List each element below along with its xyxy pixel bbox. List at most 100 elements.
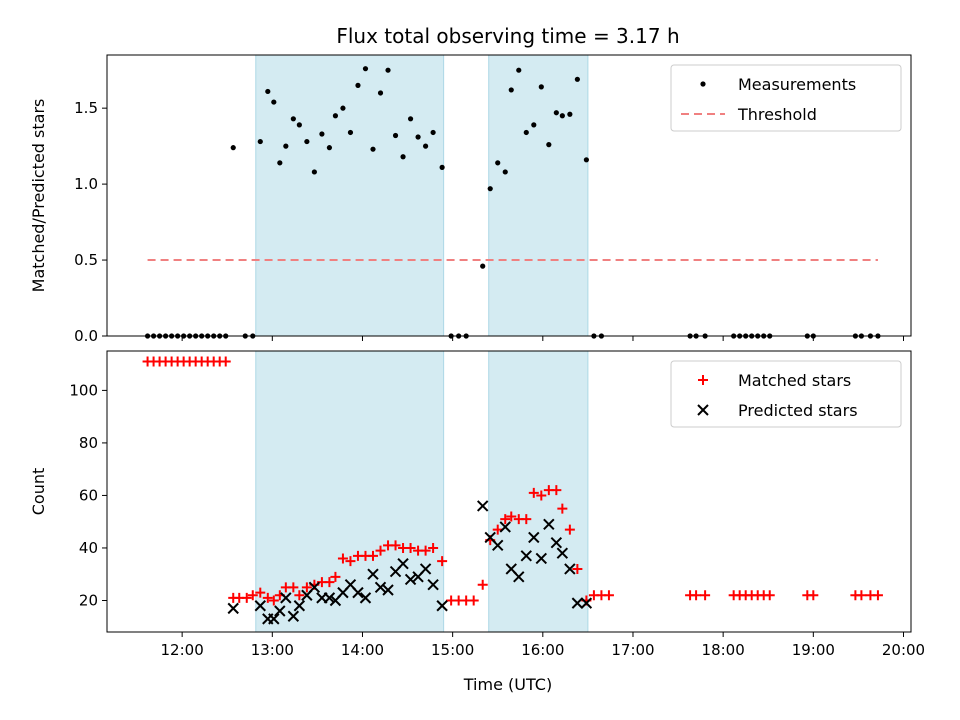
predicted-star-point: [556, 547, 569, 559]
bottom-x-tick-label: 16:00: [521, 641, 564, 659]
predicted-star-point: [308, 581, 321, 594]
measurement-point: [347, 129, 354, 136]
measurement-point: [332, 113, 339, 119]
predicted-star-point: [550, 537, 563, 549]
measurement-point: [385, 67, 391, 73]
legend-label: Measurements: [738, 75, 856, 94]
bottom-y-tick-label: 20: [79, 591, 98, 609]
matched-star-point: [405, 542, 416, 553]
bottom-axes-frame: [106, 350, 912, 633]
top-y-tick-label: 1.5: [74, 99, 98, 117]
matched-star-point: [390, 540, 401, 551]
matched-star-point: [506, 511, 517, 522]
predicted-star-point: [535, 552, 548, 565]
measurement-point: [439, 164, 445, 170]
bottom-shaded-bands: [255, 351, 589, 632]
matched-star-point: [375, 545, 386, 556]
measurement-point: [392, 132, 399, 139]
measurement-point: [531, 122, 537, 128]
matched-star-point: [255, 587, 266, 598]
matched-star-point: [528, 487, 539, 498]
predicted-star-point: [499, 521, 511, 533]
top-shaded-bands: [255, 55, 589, 336]
matched-star-point: [603, 590, 614, 601]
matched-star-point: [420, 545, 431, 556]
bottom-ticks: 12:00 13:00 14:00 15:00 16:00 17:00 18:00 19:00…: [69, 381, 925, 659]
predicted-star-point: [374, 581, 387, 594]
bottom-x-tick-label: 12:00: [161, 641, 204, 659]
bottom-x-tick-label: 19:00: [792, 641, 835, 659]
matched-star-point: [536, 490, 547, 501]
top-y-tick-label: 1.0: [74, 175, 98, 193]
predicted-star-point: [513, 571, 525, 583]
measurement-point: [516, 67, 522, 73]
measurement-point: [377, 90, 384, 96]
matched-star-point: [856, 590, 867, 601]
predicted-star-point: [528, 531, 540, 544]
matched-star-point: [268, 595, 279, 606]
matched-star-point: [337, 553, 348, 564]
measurement-point: [407, 116, 414, 122]
matched-star-point: [220, 356, 231, 367]
matched-star-point: [572, 563, 583, 574]
top-axes-frame: [106, 54, 912, 337]
measurement-point: [508, 87, 514, 93]
predicted-star-point: [287, 610, 300, 622]
measurement-point: [283, 143, 289, 149]
matched-star-point: [808, 590, 819, 601]
predicted-star-point: [436, 600, 448, 612]
top-legend: Measurements Threshold: [670, 64, 902, 132]
bottom-legend-box: [670, 360, 902, 428]
top-legend-box: [670, 64, 902, 132]
matched-star-point: [294, 590, 305, 601]
top-y-tick-label: 0.5: [74, 251, 98, 269]
measurement-point: [370, 146, 376, 152]
matched-star-point: [500, 514, 511, 525]
matched-star-point: [521, 514, 532, 525]
bottom-series: [142, 356, 883, 625]
measurement-point: [340, 105, 346, 111]
matched-star-point: [764, 590, 775, 601]
matched-star-point: [564, 524, 575, 535]
legend-marker-matched: [698, 375, 708, 385]
bottom-x-tick-label: 18:00: [702, 641, 745, 659]
matched-star-point: [477, 579, 488, 590]
measurement-point: [265, 88, 271, 95]
measurement-point: [567, 111, 573, 117]
predicted-star-point: [419, 563, 432, 575]
matched-star-point: [551, 485, 562, 496]
bottom-shaded-band: [255, 351, 444, 632]
measurement-point: [277, 160, 283, 166]
predicted-star-point: [254, 600, 266, 612]
predicted-star-point: [359, 592, 372, 604]
x-axis-label: Time (UTC): [463, 675, 552, 694]
measurement-point: [257, 138, 263, 145]
top-shaded-band: [488, 55, 588, 336]
bottom-y-tick-label: 100: [69, 381, 98, 399]
predicted-star-point: [580, 597, 593, 609]
measurement-point: [326, 145, 333, 151]
top-ticks: 0.0 0.5 1.0 1.5: [74, 99, 904, 345]
bottom-x-tick-label: 14:00: [341, 641, 384, 659]
measurement-point: [400, 154, 406, 160]
predicted-star-point: [520, 550, 532, 562]
matched-star-point: [330, 571, 341, 582]
measurement-point: [230, 145, 236, 151]
matched-star-point: [691, 590, 702, 601]
measurement-point: [480, 263, 486, 269]
matched-star-point: [345, 556, 356, 567]
matched-star-point: [492, 524, 503, 535]
predicted-star-point: [427, 579, 439, 591]
legend-label: Matched stars: [738, 371, 851, 390]
predicted-star-point: [564, 563, 576, 575]
bottom-x-tick-label: 20:00: [882, 641, 925, 659]
bottom-x-tick-label: 15:00: [431, 641, 474, 659]
panel-top: 0.0 0.5 1.0 1.5 Matched/Predicted stars Mea…: [29, 54, 912, 345]
predicted-star-point: [543, 518, 555, 531]
top-y-tick-label: 0.0: [74, 327, 98, 345]
legend-label: Threshold: [737, 105, 817, 124]
legend-marker-predicted: [697, 404, 709, 416]
predicted-star-point: [280, 592, 292, 604]
predicted-star-point: [293, 600, 306, 612]
measurement-point: [487, 186, 493, 192]
